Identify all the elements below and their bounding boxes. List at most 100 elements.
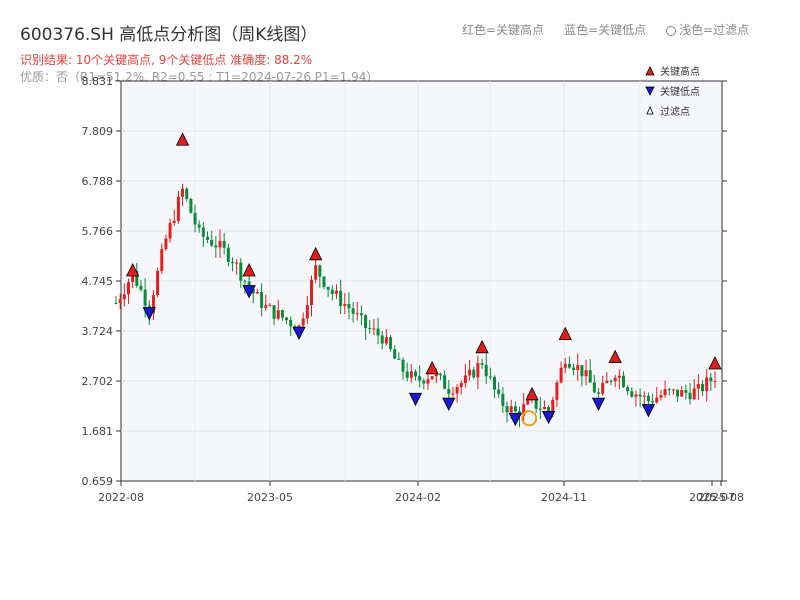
key-low-marker [292, 326, 306, 341]
key-low-marker [442, 397, 456, 412]
candle-body [638, 394, 642, 397]
markers [125, 132, 722, 427]
candle-body [676, 389, 680, 397]
axes: 0.659 1.681 2.702 3.724 4.745 5.766 6.788 7.809… [82, 75, 744, 504]
candles [114, 183, 717, 428]
candle-body [393, 349, 397, 359]
candle-body [451, 393, 455, 395]
y-tick-label: 0.659 [82, 475, 114, 488]
candle-body [210, 239, 214, 246]
candle-body [613, 377, 617, 382]
key-high-marker [608, 349, 622, 364]
candle-body [135, 271, 139, 286]
x-tick-label: 2024-11 [541, 491, 587, 504]
candle-body [426, 379, 430, 384]
key-low-marker [508, 412, 522, 427]
candle-body [646, 395, 650, 402]
candle-body [235, 262, 239, 264]
candle-body [476, 363, 480, 378]
key-low-marker [641, 404, 656, 418]
candle-body [160, 249, 164, 271]
candle-body [484, 364, 488, 377]
candle-body [126, 282, 130, 295]
candle-body [559, 367, 563, 383]
candle-body [156, 270, 160, 296]
x-tick-label: 2024-02 [395, 491, 441, 504]
legend-high: 关键高点 [660, 65, 700, 78]
candle-body [347, 304, 351, 309]
candle-body [422, 380, 426, 384]
y-tick-label: 7.809 [82, 125, 114, 138]
candle-body [701, 384, 705, 392]
candle-body [705, 377, 709, 392]
candle-body [359, 313, 363, 316]
candle-body [355, 313, 359, 315]
candle-body [468, 369, 472, 376]
candle-body [255, 292, 259, 294]
low-legend-icon [645, 86, 655, 96]
candle-body [455, 387, 459, 394]
candle-body [185, 188, 189, 199]
candle-body [222, 240, 226, 248]
candle-body [659, 395, 663, 398]
candle-body [463, 375, 467, 384]
candle-body [301, 318, 305, 326]
filtered-legend-icon [646, 105, 654, 115]
x-tick-label: 2025-07 [689, 491, 735, 504]
candle-body [364, 315, 368, 329]
candle-body [634, 394, 638, 397]
result-summary: 识别结果: 10个关键高点, 9个关键低点 准确度: 88.2% [20, 53, 313, 67]
candle-body [351, 308, 355, 314]
candle-body [131, 271, 135, 283]
candle-body [505, 406, 509, 413]
candle-body [218, 240, 222, 248]
filtered-point-ring [521, 410, 538, 427]
x-tick-label: 2025-08 [698, 491, 744, 504]
candle-body [334, 290, 338, 294]
candle-body [343, 304, 347, 306]
candle-body [122, 294, 126, 300]
candle-body [289, 320, 293, 327]
candle-body [526, 400, 530, 405]
candle-body [513, 406, 517, 412]
candle-body [584, 370, 588, 377]
key-high-marker [708, 356, 722, 370]
candle-body [438, 373, 442, 376]
candle-body [680, 390, 684, 397]
chart-title: 600376.SH 高低点分析图（周K线图） [20, 25, 318, 45]
key-low-marker [142, 307, 156, 321]
key-high-marker [475, 339, 489, 354]
key-high-marker [525, 386, 539, 401]
candle-body [372, 328, 376, 330]
x-tick-label: 2022-08 [98, 491, 144, 504]
candle-body [576, 365, 580, 371]
y-tick-label: 1.681 [82, 425, 114, 438]
key-high-marker [558, 326, 572, 340]
candle-body [493, 376, 497, 390]
candle-body [651, 401, 655, 403]
candle-body [626, 387, 630, 392]
candle-body [206, 236, 210, 240]
candle-body [151, 295, 155, 314]
top-legend-light-item: 浅色=过滤点 [666, 21, 749, 38]
candle-body [251, 288, 255, 294]
candle-body [684, 390, 688, 393]
candle-body [534, 397, 538, 409]
candle-body [139, 285, 143, 290]
candle-body [330, 289, 334, 294]
top-legend-light: 浅色=过滤点 [679, 23, 750, 37]
candle-body [243, 280, 247, 282]
candle-body [488, 376, 492, 378]
candle-body [497, 389, 501, 394]
candle-body [551, 399, 555, 412]
key-high-marker [242, 263, 256, 277]
candle-body [501, 393, 505, 407]
candle-body [588, 370, 592, 383]
candle-body [709, 377, 713, 382]
chart-legend: 关键高点 关键低点 过滤点 [645, 65, 700, 118]
candle-body [276, 310, 280, 319]
candle-body [189, 198, 193, 213]
candle-body [447, 388, 451, 394]
candle-body [314, 265, 318, 280]
candle-body [226, 247, 230, 263]
